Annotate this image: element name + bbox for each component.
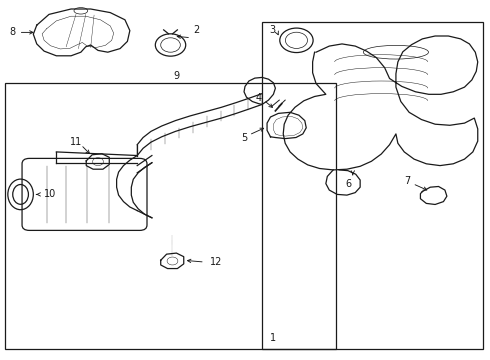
Text: 3: 3 (269, 24, 275, 35)
Text: 11: 11 (70, 137, 82, 147)
Text: 1: 1 (270, 333, 275, 343)
Bar (5, 83, 336, 349)
Text: 7: 7 (405, 176, 411, 186)
Text: 5: 5 (241, 132, 247, 143)
Text: 4: 4 (256, 93, 262, 103)
Text: 6: 6 (346, 179, 352, 189)
Text: 10: 10 (44, 189, 56, 199)
Text: 2: 2 (193, 25, 199, 35)
Text: 12: 12 (210, 257, 222, 267)
Bar (262, 22, 483, 349)
Text: 8: 8 (9, 27, 15, 37)
Text: 9: 9 (173, 71, 179, 81)
